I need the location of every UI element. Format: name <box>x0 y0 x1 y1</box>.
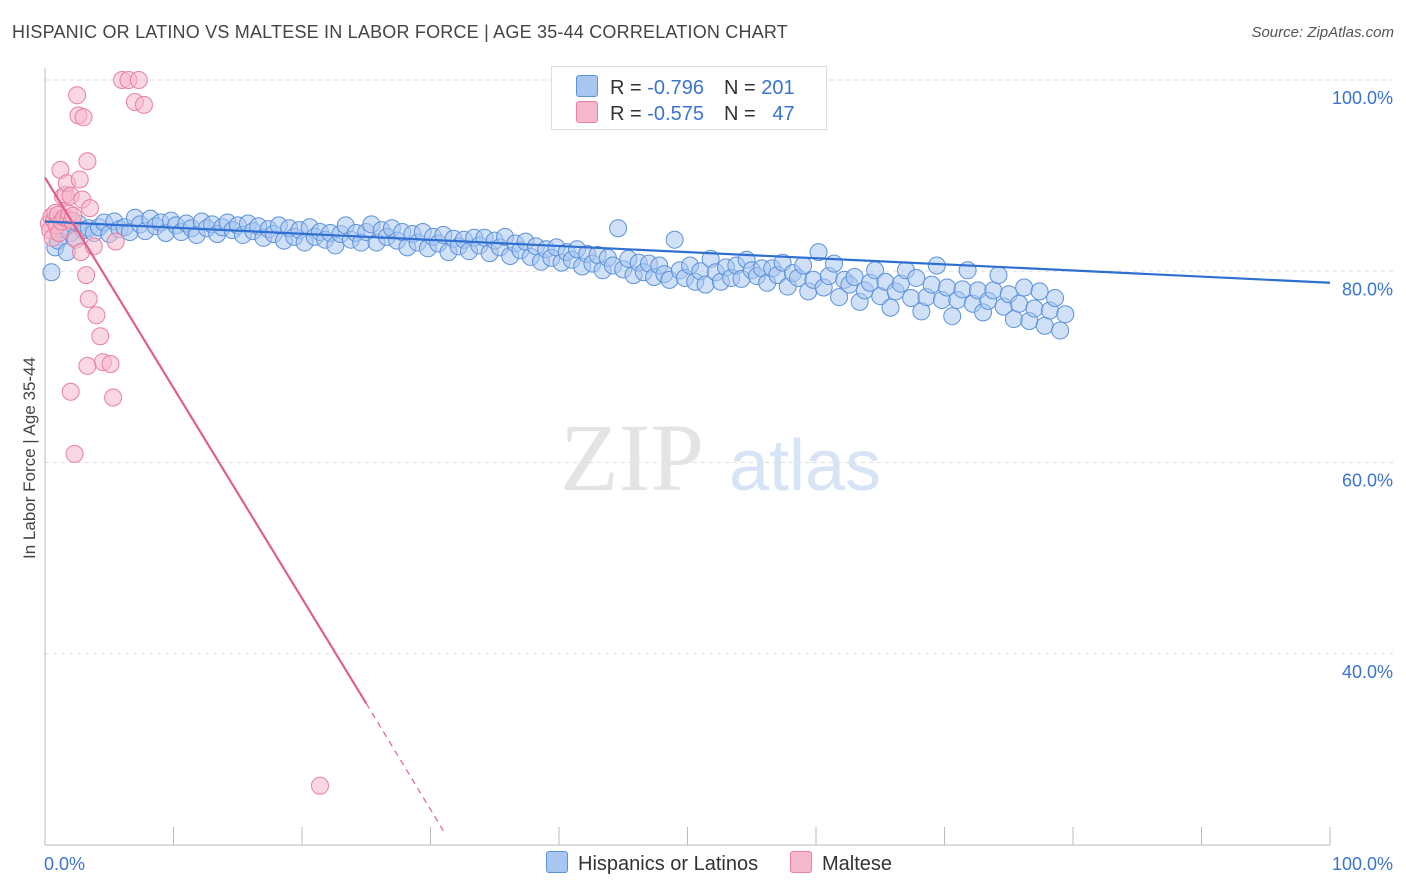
point-hispanics-191 <box>1015 278 1034 297</box>
point-hispanics-199 <box>1056 305 1075 324</box>
point-hispanics-189 <box>1004 310 1023 329</box>
point-maltese-37 <box>78 356 97 375</box>
point-maltese-32 <box>80 199 99 218</box>
axes <box>44 68 1331 846</box>
point-hispanics-154 <box>824 254 843 273</box>
correlation-legend: R = -0.796 N = 201 R = -0.575 N = 47 <box>551 66 827 130</box>
point-hispanics-123 <box>665 230 684 249</box>
legend-swatch-blue <box>576 75 598 97</box>
point-maltese-28 <box>78 152 97 171</box>
point-hispanics-151 <box>809 243 828 262</box>
point-maltese-26 <box>74 108 93 127</box>
point-maltese-45 <box>134 95 153 114</box>
y-tick-label-1: 80.0% <box>1342 279 1393 299</box>
legend-item-hispanics: Hispanics or Latinos <box>546 851 758 876</box>
legend-item-maltese: Maltese <box>790 851 892 876</box>
point-hispanics-198 <box>1051 321 1070 340</box>
point-hispanics-193 <box>1025 299 1044 318</box>
point-maltese-31 <box>65 444 84 463</box>
x-tick-label-min: 0.0% <box>44 854 85 874</box>
source-label: Source: ZipAtlas.com <box>1251 24 1394 41</box>
series-maltese-points <box>39 71 329 795</box>
point-hispanics-177 <box>943 307 962 326</box>
legend-swatch-pink-bottom <box>790 851 812 873</box>
point-hispanics-186 <box>989 266 1008 285</box>
point-hispanics-0 <box>42 263 61 282</box>
y-tick-label-0: 100.0% <box>1332 88 1393 108</box>
n-value-hispanics: 201 <box>761 77 795 99</box>
point-maltese-34 <box>87 306 106 325</box>
chart-title: HISPANIC OR LATINO VS MALTESE IN LABOR F… <box>12 22 788 42</box>
point-maltese-23 <box>70 170 89 189</box>
y-axis-label: In Labor Force | Age 35-44 <box>20 357 39 559</box>
x-tick-label-max: 100.0% <box>1332 854 1393 874</box>
point-hispanics-155 <box>830 288 849 307</box>
legend-swatch-pink <box>576 101 598 123</box>
y-tick-label-2: 60.0% <box>1342 471 1393 491</box>
point-hispanics-170 <box>907 268 926 287</box>
trend-line-maltese <box>44 176 368 705</box>
point-maltese-44 <box>129 71 148 89</box>
point-hispanics-190 <box>1010 294 1029 313</box>
trend-line-hispanics <box>44 220 1331 284</box>
point-maltese-29 <box>79 289 98 308</box>
point-hispanics-173 <box>922 275 941 294</box>
r-value-maltese: -0.575 <box>647 103 704 125</box>
trend-lines <box>44 176 1331 831</box>
point-maltese-35 <box>91 327 110 346</box>
point-hispanics-112 <box>609 219 628 238</box>
point-maltese-30 <box>61 382 80 401</box>
point-hispanics-179 <box>953 280 972 299</box>
point-hispanics-174 <box>927 256 946 275</box>
point-hispanics-165 <box>881 298 900 317</box>
watermark-atlas: atlas <box>729 426 881 506</box>
grid-lines <box>45 79 1393 655</box>
point-maltese-39 <box>104 388 123 407</box>
point-maltese-38 <box>101 355 120 374</box>
trend-line-maltese-extension <box>365 703 444 831</box>
point-maltese-40 <box>106 232 125 251</box>
point-hispanics-195 <box>1035 316 1054 335</box>
point-hispanics-197 <box>1046 289 1065 308</box>
watermark-zip: ZIP <box>560 404 704 511</box>
legend-swatch-blue-bottom <box>546 851 568 873</box>
r-value-hispanics: -0.796 <box>647 77 704 99</box>
point-hispanics-185 <box>984 281 1003 300</box>
legend-row-maltese: R = -0.575 N = 47 <box>576 101 795 129</box>
point-hispanics-148 <box>794 256 813 275</box>
point-hispanics-194 <box>1030 282 1049 301</box>
point-maltese-21 <box>68 86 87 105</box>
point-maltese-27 <box>77 266 96 285</box>
y-tick-label-3: 40.0% <box>1342 662 1393 682</box>
y-tick-labels: 100.0% 80.0% 60.0% 40.0% <box>1332 88 1393 682</box>
legend-row-hispanics: R = -0.796 N = 201 <box>576 75 795 103</box>
n-value-maltese: 47 <box>772 103 795 125</box>
point-maltese-46 <box>310 776 329 795</box>
